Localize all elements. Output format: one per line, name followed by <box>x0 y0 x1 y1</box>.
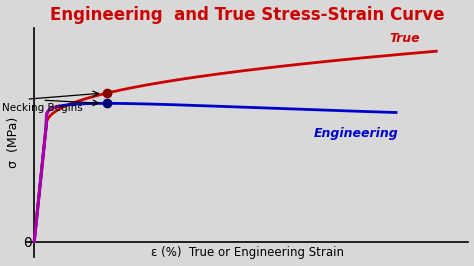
Text: Necking Begins: Necking Begins <box>2 103 83 113</box>
Text: True: True <box>390 32 420 45</box>
X-axis label: ε (%)  True or Engineering Strain: ε (%) True or Engineering Strain <box>151 246 344 259</box>
Title: Engineering  and True Stress-Strain Curve: Engineering and True Stress-Strain Curve <box>50 6 445 24</box>
Text: Engineering: Engineering <box>313 127 398 140</box>
Y-axis label: σ  (MPa): σ (MPa) <box>7 117 20 168</box>
